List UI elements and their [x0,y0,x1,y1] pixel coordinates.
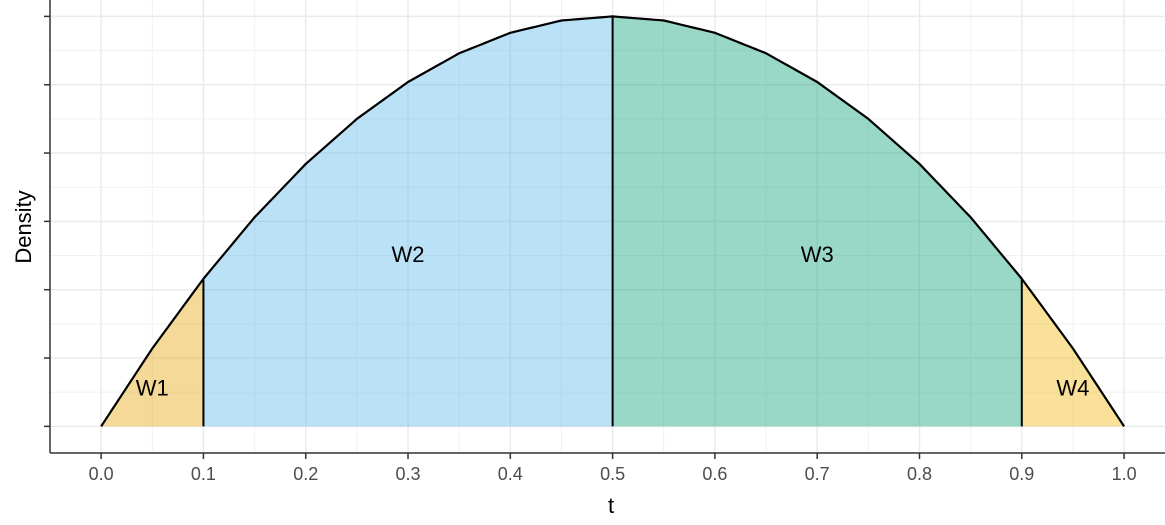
x-tick-label: 0.3 [396,464,421,484]
x-tick-label: 0.8 [907,464,932,484]
region-w2-area [203,16,613,427]
curve-layer [100,15,1125,427]
x-tick-label: 0.1 [191,464,216,484]
grid-layer [50,0,1165,453]
y-axis-title: Density [11,190,36,263]
region-w3-area [612,16,1022,427]
x-tick-label: 0.6 [702,464,727,484]
x-tick-label: 1.0 [1112,464,1137,484]
x-axis-title: t [608,493,614,518]
region-w4-area [1021,278,1125,427]
region-w1-area [101,278,204,427]
x-tick-label: 0.7 [805,464,830,484]
axis-layer: 0.0 0.1 0.2 0.3 0.4 0.5 0.6 0.7 0.8 0.9 1.0 [44,0,1165,484]
density-curve [100,15,1125,427]
region-label-w4: W4 [1056,375,1089,400]
x-tick-label: 0.2 [293,464,318,484]
x-tick-label: 0.5 [600,464,625,484]
region-label-w1: W1 [136,375,169,400]
x-tick-label: 0.4 [498,464,523,484]
divider-layer [202,16,1023,427]
x-tick-label: 0.0 [89,464,114,484]
region-layer [101,16,1125,427]
x-tick-label: 0.9 [1009,464,1034,484]
region-label-w2: W2 [392,242,425,267]
region-label-layer: W1 W2 W3 W4 [136,242,1090,400]
region-label-w3: W3 [801,242,834,267]
